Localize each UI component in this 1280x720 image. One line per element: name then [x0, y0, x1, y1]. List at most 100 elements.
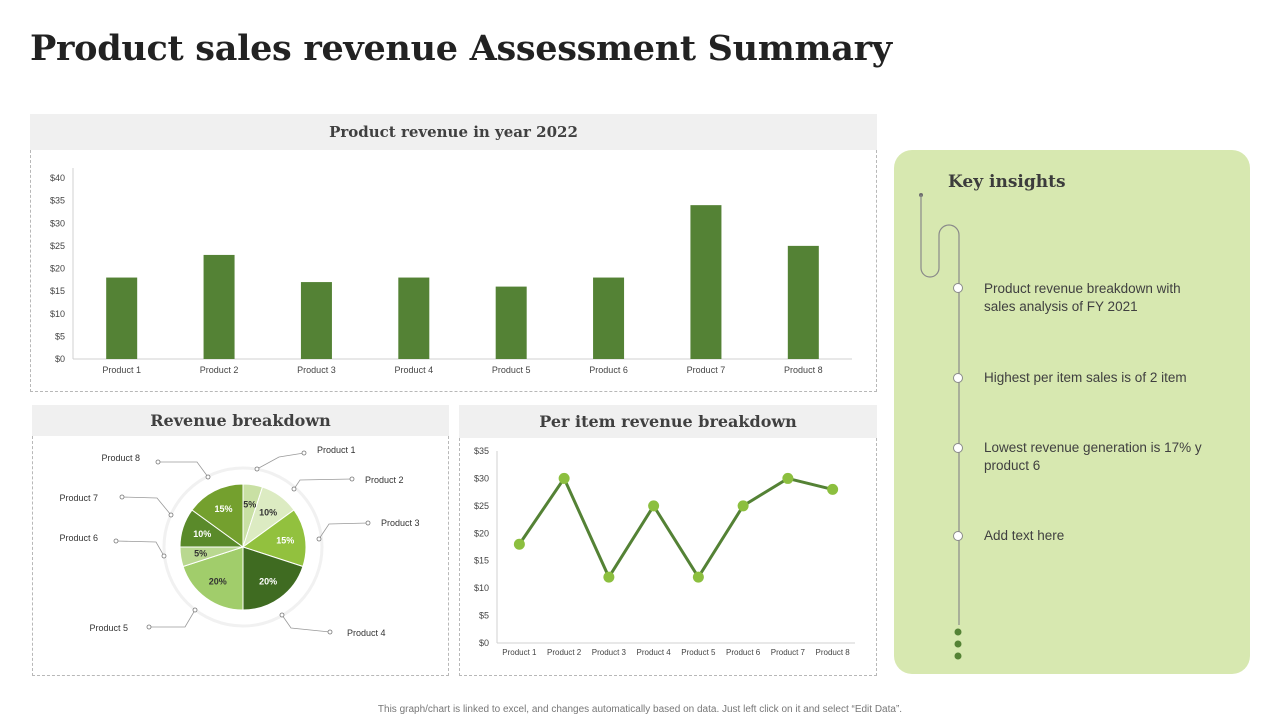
y-tick-label: $35 [50, 196, 65, 206]
data-point [648, 500, 660, 512]
bar [106, 277, 138, 359]
insight-item: Add text here [984, 528, 1065, 543]
callout-line [293, 478, 353, 490]
insight-item: Highest per item sales is of 2 item [984, 370, 1187, 385]
y-tick-label: $20 [474, 528, 489, 538]
data-point [692, 571, 704, 583]
timeline-node-1 [953, 283, 963, 293]
callout-dot [316, 536, 322, 542]
x-tick-label: Product 6 [589, 365, 628, 375]
bar-chart-header: Product revenue in year 2022 [30, 114, 877, 150]
data-point [737, 500, 749, 512]
data-point [558, 472, 570, 484]
callout-dot [205, 474, 211, 480]
timeline-end-dot-3 [954, 652, 962, 660]
pie-callout-label: Product 1 [317, 445, 356, 455]
series-line [518, 475, 833, 581]
pie-slice [191, 483, 244, 548]
pie-slice-label: 20% [209, 577, 227, 587]
bar [203, 254, 235, 359]
y-tick-label: $30 [474, 473, 489, 483]
timeline-node-4 [953, 531, 963, 541]
line-chart-frame [459, 438, 877, 676]
x-tick-label: Product 7 [771, 648, 806, 657]
bar [398, 277, 430, 359]
y-tick-label: $25 [50, 241, 65, 251]
callout-line [281, 614, 331, 633]
line-chart: $0 $5 $10 $15 $20 $25 $30 $35 Product 1 Product 2… [474, 446, 855, 657]
x-tick-label: Product 3 [297, 365, 336, 375]
bar-chart: $0 $5 $10 $15 $20 $25 $30 $35 $40 Product 1 Produc… [50, 168, 852, 375]
pie-slice-label: 15% [276, 535, 294, 545]
data-point [603, 571, 615, 583]
callout-dot [301, 450, 307, 456]
x-tick-label: Product 3 [592, 648, 627, 657]
y-tick-label: $25 [474, 501, 489, 511]
x-tick-label: Product 1 [102, 365, 141, 375]
callout-dot [168, 512, 174, 518]
bar [495, 286, 527, 359]
callout-dot [192, 607, 198, 613]
pie-slice-label: 15% [215, 504, 233, 514]
callout-dot [279, 612, 285, 618]
line-chart-header: Per item revenue breakdown [459, 405, 877, 438]
data-point [827, 483, 839, 495]
insight-item: Lowest revenue generation is 17% y produ… [984, 440, 1202, 473]
timeline-node-2 [953, 373, 963, 383]
y-tick-label: $15 [474, 556, 489, 566]
pie-callout-label: Product 2 [365, 475, 404, 485]
callout-dot [349, 476, 355, 482]
pie-slice-label: 5% [194, 549, 207, 559]
callout-line [149, 609, 196, 628]
pie-slice [182, 546, 244, 611]
callout-dot [365, 520, 371, 526]
bar [690, 205, 722, 359]
pie-slice [242, 546, 304, 611]
footer-note: This graph/chart is linked to excel, and… [377, 704, 903, 715]
y-tick-label: $40 [50, 173, 65, 183]
callout-dot [161, 553, 167, 559]
y-tick-label: $15 [50, 286, 65, 296]
callout-dot [327, 629, 333, 635]
pie-callout-label: Product 4 [347, 628, 386, 638]
timeline-clip-path [920, 195, 960, 625]
callout-dot [254, 466, 260, 472]
x-tick-label: Product 7 [687, 365, 726, 375]
x-tick-label: Product 6 [726, 648, 761, 657]
y-tick-label: $5 [479, 611, 489, 621]
timeline-end-dot-1 [954, 628, 962, 636]
y-tick-label: $10 [50, 309, 65, 319]
y-tick-label: $35 [474, 446, 489, 456]
x-tick-label: Product 1 [502, 648, 537, 657]
y-tick-label: $30 [50, 218, 65, 228]
callout-line [121, 496, 172, 516]
callout-line [256, 452, 305, 470]
key-insights-panel: Key insights Product revenue breakdown w… [894, 150, 1250, 674]
page-title: Product sales revenue Assessment Summary [30, 28, 892, 69]
x-tick-label: Product 5 [681, 648, 716, 657]
pie-callout-label: Product 8 [101, 453, 140, 463]
bar [787, 245, 819, 359]
timeline-decoration [919, 193, 963, 660]
y-tick-label: $0 [55, 354, 65, 364]
x-tick-label: Product 8 [784, 365, 823, 375]
callout-dot [155, 459, 161, 465]
y-tick-label: $0 [479, 638, 489, 648]
y-tick-label: $5 [55, 331, 65, 341]
timeline-end-dot-2 [954, 640, 962, 648]
callout-dot [119, 494, 125, 500]
callout-line [158, 461, 209, 478]
y-tick-label: $10 [474, 583, 489, 593]
bar-chart-frame [30, 150, 877, 392]
callout-dot [291, 486, 297, 492]
x-tick-label: Product 5 [492, 365, 531, 375]
callout-line [115, 540, 165, 557]
pie-callout-label: Product 5 [89, 623, 128, 633]
pie-slice [241, 509, 307, 568]
x-tick-label: Product 2 [547, 648, 582, 657]
pie-callout-label: Product 6 [59, 533, 98, 543]
data-point [513, 538, 525, 550]
bar [300, 282, 332, 359]
insight-item: Product revenue breakdown with sales ana… [984, 281, 1181, 314]
